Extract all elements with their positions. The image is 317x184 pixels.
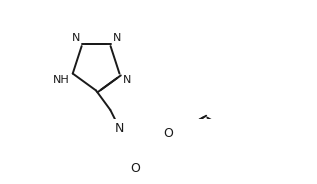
Text: O: O bbox=[164, 127, 173, 140]
Text: O: O bbox=[130, 162, 140, 175]
Text: NH: NH bbox=[53, 75, 70, 85]
Text: N: N bbox=[123, 75, 131, 85]
Text: N: N bbox=[113, 33, 121, 43]
Text: N: N bbox=[115, 122, 124, 135]
Text: N: N bbox=[71, 33, 80, 43]
